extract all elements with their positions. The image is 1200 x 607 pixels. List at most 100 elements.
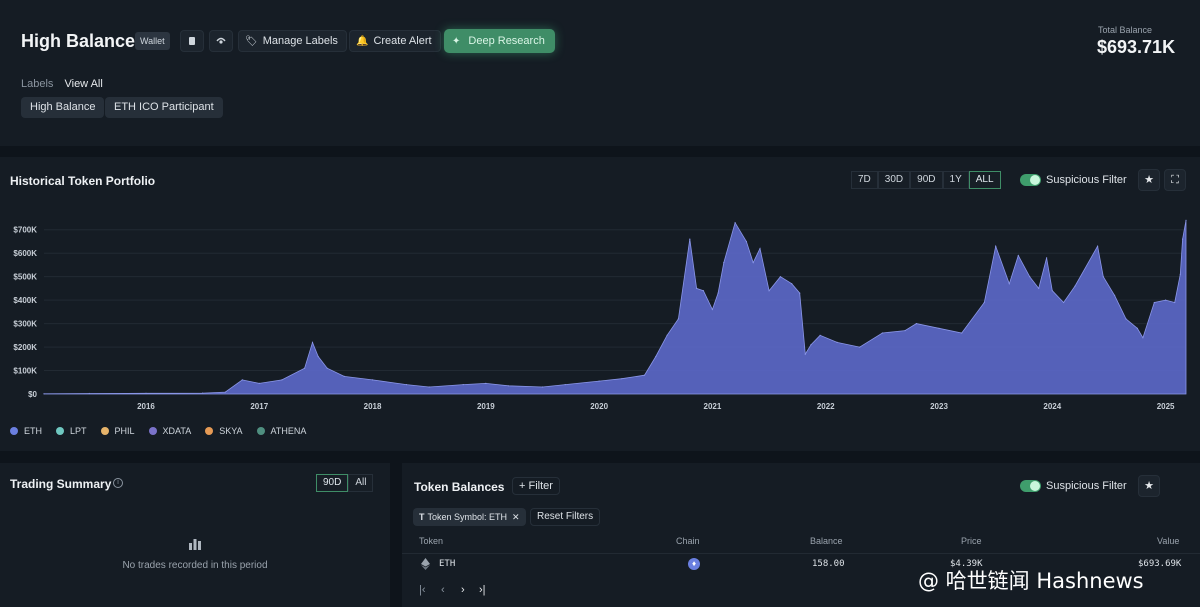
data-point <box>1185 219 1187 221</box>
row-balance: 158.00 <box>812 559 845 569</box>
fullscreen-button[interactable]: ⛶ <box>1164 169 1186 191</box>
prev-page-button[interactable]: ‹ <box>441 584 445 596</box>
suspicious-filter-label: Suspicious Filter <box>1046 174 1127 186</box>
trading-range-all-button[interactable]: All <box>348 474 374 492</box>
data-point <box>326 367 328 369</box>
legend-item-lpt[interactable]: LPT <box>56 426 87 436</box>
range-30d-button[interactable]: 30D <box>877 171 911 189</box>
column-header-value[interactable]: Value <box>1157 536 1180 546</box>
row-token[interactable]: ETH <box>439 559 456 569</box>
column-header-balance[interactable]: Balance <box>810 536 843 546</box>
data-point <box>791 283 793 285</box>
legend-label: ETH <box>24 426 42 436</box>
data-point <box>1165 299 1167 301</box>
data-point <box>836 341 838 343</box>
favorite-chart-button[interactable]: ★ <box>1138 169 1160 191</box>
view-all-link[interactable]: View All <box>64 78 103 90</box>
data-point <box>241 379 243 381</box>
watermark: @ 哈世链闻 Hashnews <box>918 569 1144 593</box>
total-balance-label: Total Balance <box>1098 25 1153 35</box>
legend-item-skya[interactable]: SKYA <box>205 426 243 436</box>
data-point <box>983 301 985 304</box>
data-point <box>779 276 782 278</box>
range-7d-button[interactable]: 7D <box>851 171 878 189</box>
expand-icon: ⛶ <box>1171 174 1179 186</box>
label-tag[interactable]: ETH ICO Participant <box>105 97 223 118</box>
data-point <box>564 384 566 386</box>
manage-labels-button[interactable]: 🏷 Manage Labels <box>238 30 347 52</box>
range-selector: 7D 30D 90D 1Y ALL <box>851 171 1001 189</box>
x-tick-label: 2018 <box>364 402 382 411</box>
data-point <box>995 245 997 247</box>
first-page-button[interactable]: |‹ <box>419 584 426 596</box>
data-point <box>734 222 736 224</box>
copy-icon <box>189 37 195 45</box>
legend-label: PHIL <box>114 426 135 436</box>
data-point <box>881 332 884 334</box>
data-point <box>666 334 668 336</box>
balances-suspicious-label: Suspicious Filter <box>1046 480 1127 492</box>
data-point <box>343 375 345 377</box>
watch-button[interactable] <box>209 30 233 52</box>
legend-label: XDATA <box>162 426 192 436</box>
data-point <box>1063 301 1065 304</box>
legend-dot <box>100 427 109 435</box>
data-point <box>281 379 283 381</box>
filter-chip[interactable]: T Token Symbol: ETH ✕ <box>413 508 526 526</box>
portfolio-title: Historical Token Portfolio <box>10 174 156 188</box>
eth-token-icon <box>421 558 430 570</box>
data-point <box>1179 273 1181 275</box>
deep-research-label: Deep Research <box>468 35 545 47</box>
x-tick-label: 2023 <box>930 402 948 411</box>
x-tick-label: 2020 <box>590 402 608 411</box>
data-point <box>1051 290 1053 292</box>
data-point <box>372 379 374 381</box>
trading-summary-title: Trading Summary <box>10 477 112 491</box>
column-header-chain[interactable]: Chain <box>676 536 700 546</box>
range-1y-button[interactable]: 1Y <box>942 171 969 189</box>
suspicious-filter-toggle[interactable] <box>1020 174 1041 186</box>
add-filter-button[interactable]: + Filter <box>512 477 560 495</box>
legend-dot <box>205 427 214 435</box>
x-tick-label: 2024 <box>1043 402 1061 411</box>
trading-range-90d-button[interactable]: 90D <box>316 474 349 492</box>
legend-item-phil[interactable]: PHIL <box>100 426 135 436</box>
range-90d-button[interactable]: 90D <box>910 171 943 189</box>
legend-item-athena[interactable]: ATHENA <box>256 426 306 436</box>
bell-icon: 🔔 <box>356 36 369 47</box>
data-point <box>1038 287 1040 289</box>
y-tick-label: $0 <box>28 390 37 399</box>
favorite-balances-button[interactable]: ★ <box>1138 475 1160 497</box>
next-page-button[interactable]: › <box>461 584 465 596</box>
data-point <box>428 386 430 388</box>
deep-research-button[interactable]: ✦ Deep Research <box>444 29 555 53</box>
info-icon[interactable]: i <box>113 478 123 488</box>
legend-item-xdata[interactable]: XDATA <box>148 426 192 436</box>
reset-filters-button[interactable]: Reset Filters <box>530 508 601 526</box>
balances-suspicious-toggle[interactable] <box>1020 480 1041 492</box>
trading-range-selector: 90D All <box>316 474 374 492</box>
close-icon[interactable]: ✕ <box>512 512 520 522</box>
range-all-button[interactable]: ALL <box>968 171 1001 189</box>
data-point <box>202 392 204 394</box>
table-divider <box>402 553 1200 554</box>
copy-button[interactable] <box>180 30 204 52</box>
legend-dot <box>256 427 265 435</box>
data-point <box>717 292 719 294</box>
data-point <box>804 353 806 355</box>
legend-item-eth[interactable]: ETH <box>10 426 42 436</box>
data-point <box>1046 257 1048 259</box>
data-point <box>677 318 680 320</box>
data-point <box>1097 245 1099 247</box>
column-header-token[interactable]: Token <box>419 536 444 546</box>
last-page-button[interactable]: ›| <box>479 584 486 596</box>
portfolio-chart[interactable]: $0 $100K $200K $300K $400K $500K $600K $700K 201… <box>0 210 1200 415</box>
data-point <box>462 384 464 386</box>
data-point <box>696 287 698 289</box>
x-tick-label: 2021 <box>704 402 722 411</box>
create-alert-button[interactable]: 🔔 Create Alert <box>349 30 441 52</box>
column-header-price[interactable]: Price <box>961 536 982 546</box>
label-tag[interactable]: High Balance <box>21 97 105 118</box>
wallet-badge: Wallet <box>135 32 170 50</box>
bar-chart-icon <box>189 539 201 550</box>
